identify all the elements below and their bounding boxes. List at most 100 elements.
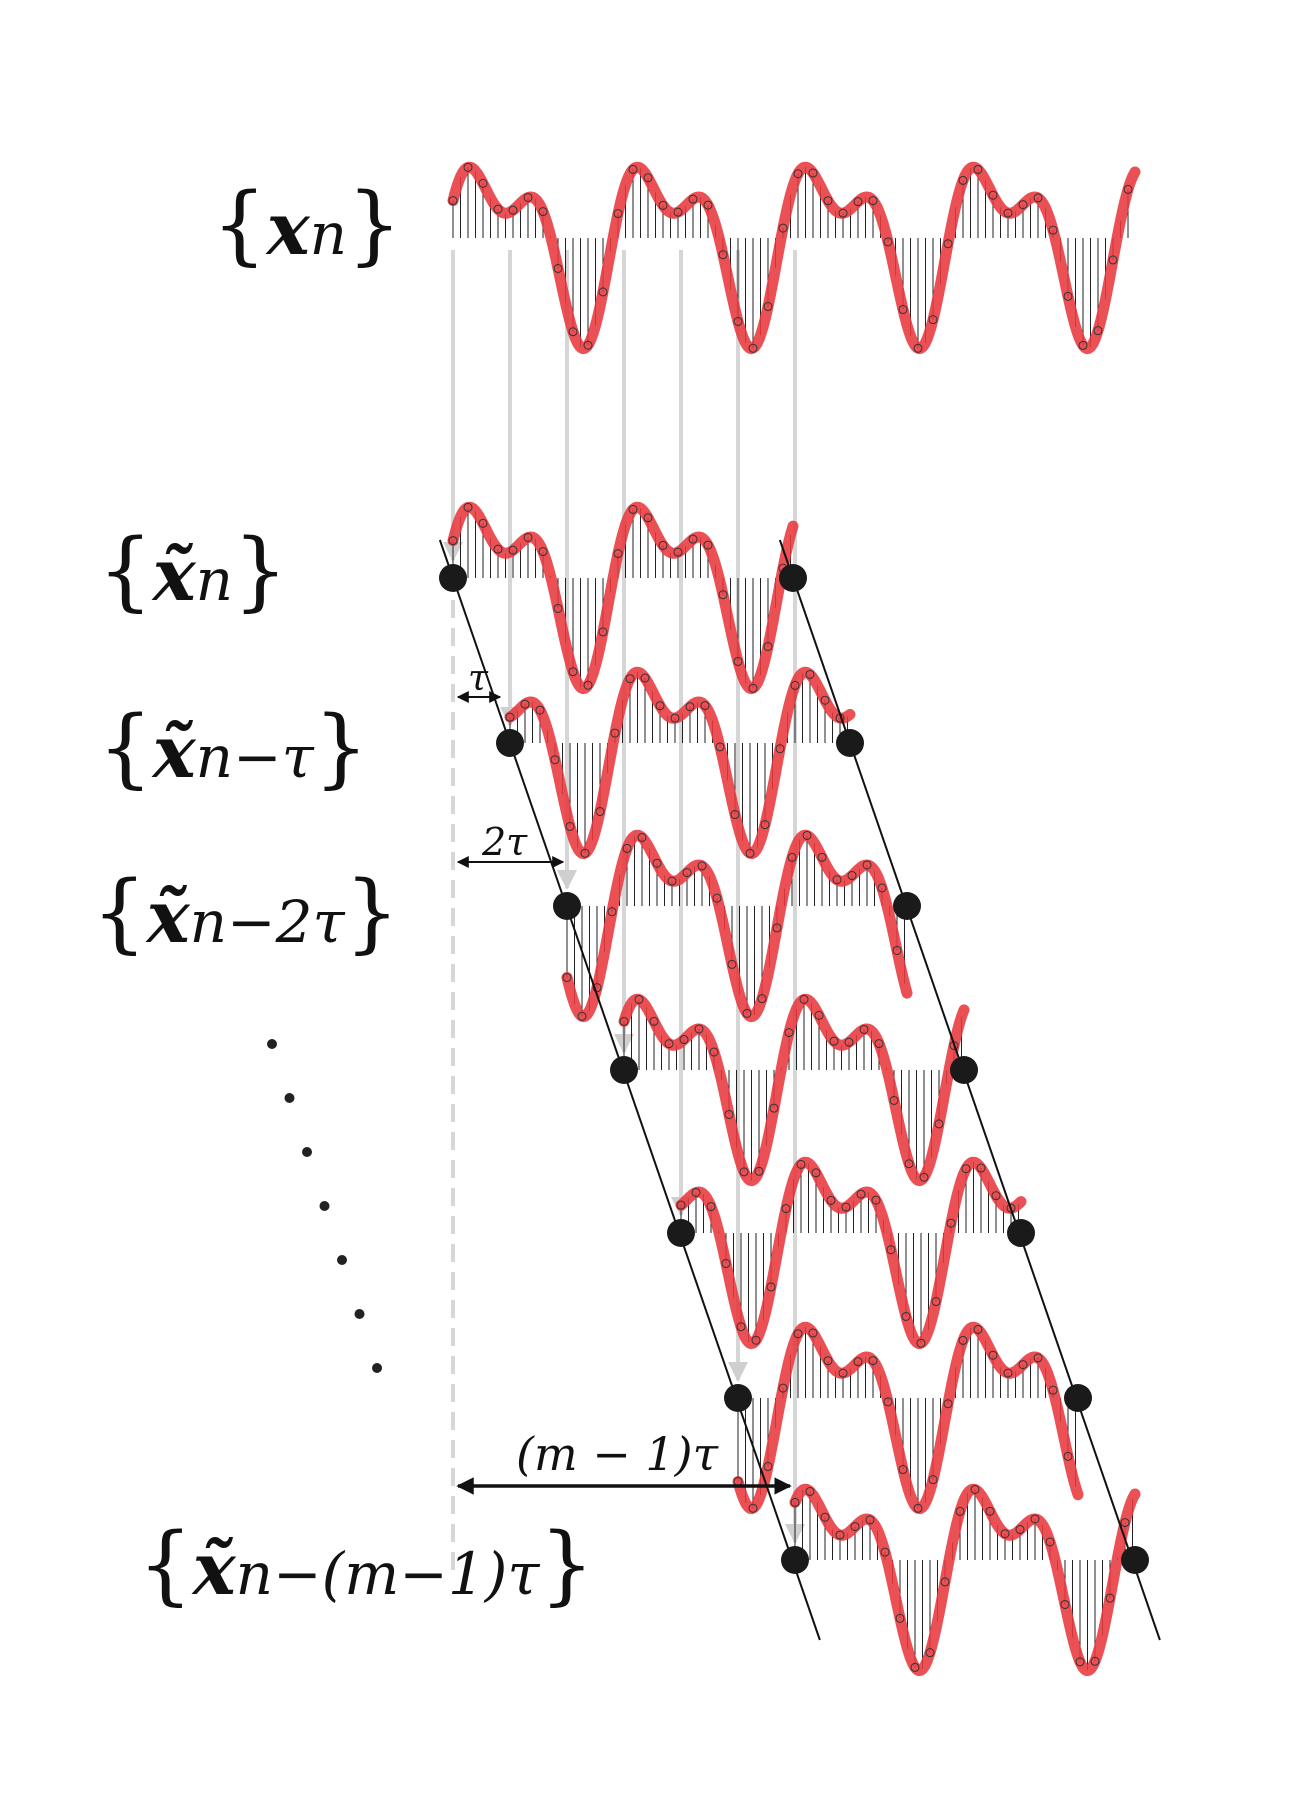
sample <box>583 680 593 690</box>
sample <box>580 848 590 858</box>
sample <box>682 868 692 878</box>
sample <box>754 1166 764 1176</box>
sample <box>898 1465 908 1475</box>
sample <box>862 860 872 870</box>
window-end-point <box>1064 1384 1092 1412</box>
window-end-point <box>1007 1219 1035 1247</box>
sample <box>553 263 563 273</box>
sample <box>796 1159 806 1169</box>
delayed-signal-row-4-curve <box>675 1156 1027 1350</box>
sample <box>883 237 893 247</box>
left-boundary-line <box>438 539 821 1641</box>
ellipsis-dot <box>354 1309 365 1319</box>
sample <box>817 852 827 862</box>
sample <box>691 1187 701 1197</box>
sample <box>880 1547 890 1557</box>
sample <box>1075 1657 1085 1667</box>
delayed-signal-row-5-curve <box>732 1321 1084 1515</box>
delayed-signal-row-0-samples <box>448 502 788 693</box>
sample <box>802 830 812 840</box>
delay-tau-label: τ <box>468 658 489 699</box>
sample <box>916 1338 926 1348</box>
window-start-point <box>610 1056 638 1084</box>
sample <box>763 302 773 312</box>
delayed-signal-row-5 <box>732 1321 1084 1515</box>
sample <box>820 695 830 705</box>
sample <box>889 1095 899 1105</box>
sample <box>793 1329 803 1339</box>
sample <box>625 674 635 684</box>
sample <box>448 536 458 546</box>
sample <box>628 164 638 174</box>
sample <box>619 1016 629 1026</box>
sample <box>613 549 623 559</box>
sample <box>700 701 710 711</box>
sample <box>715 742 725 752</box>
sample <box>568 667 578 677</box>
sample <box>865 1515 875 1525</box>
sample <box>595 807 605 817</box>
sample <box>478 178 488 188</box>
sample <box>505 712 515 722</box>
sample <box>934 1119 944 1129</box>
sample <box>790 1497 800 1507</box>
sample <box>463 162 473 172</box>
sample <box>520 699 530 709</box>
sample <box>787 852 797 862</box>
window-end-point <box>836 729 864 757</box>
window-endpoints <box>439 564 1149 1574</box>
sample <box>775 744 785 754</box>
delayed-signal-row-2 <box>561 829 913 1023</box>
sample <box>823 196 833 206</box>
sample <box>748 343 758 353</box>
ellipsis-dot <box>337 1255 347 1265</box>
sample <box>568 327 578 337</box>
sample <box>793 169 803 179</box>
sample <box>760 820 770 830</box>
sample <box>985 1506 995 1516</box>
sample <box>577 1011 587 1021</box>
sample <box>709 1047 719 1057</box>
sample <box>931 1297 941 1307</box>
sample <box>829 1036 839 1046</box>
ellipsis-dot <box>319 1201 330 1211</box>
sample <box>706 1202 716 1212</box>
sample <box>1120 1518 1130 1528</box>
sample <box>655 701 665 711</box>
sample <box>493 204 503 214</box>
sample <box>919 1172 929 1182</box>
sample <box>1033 1353 1043 1363</box>
sample <box>988 190 998 200</box>
sample <box>622 843 632 853</box>
sample <box>1123 184 1133 194</box>
window-end-point <box>779 564 807 592</box>
sample <box>955 1506 965 1516</box>
delayed-signal-row-1-samples <box>505 669 845 858</box>
sample <box>628 504 638 514</box>
delayed-signal-row-4 <box>675 1156 1027 1350</box>
sample <box>733 316 743 326</box>
sample <box>940 1577 950 1587</box>
sample <box>697 861 707 871</box>
sample <box>703 540 713 550</box>
delay-arrows: τ 2τ (m − 1)τ <box>456 658 792 1495</box>
sample <box>898 305 908 315</box>
sample <box>1108 255 1118 265</box>
original-series-label: {xn} <box>212 175 402 275</box>
sample <box>607 907 617 917</box>
window-start-point <box>553 892 581 920</box>
sample <box>610 728 620 738</box>
sample <box>745 848 755 858</box>
sample <box>538 207 548 217</box>
sample <box>895 1613 905 1623</box>
sample <box>670 713 680 723</box>
window-start-point <box>724 1384 752 1412</box>
sample <box>928 315 938 325</box>
sample <box>928 1475 938 1485</box>
delayed-signal-row-6-samples <box>790 1484 1130 1672</box>
sample <box>1060 1599 1070 1609</box>
window-start-point <box>439 564 467 592</box>
sample <box>1030 1514 1040 1524</box>
sample <box>976 1163 986 1173</box>
sample <box>1078 340 1088 350</box>
